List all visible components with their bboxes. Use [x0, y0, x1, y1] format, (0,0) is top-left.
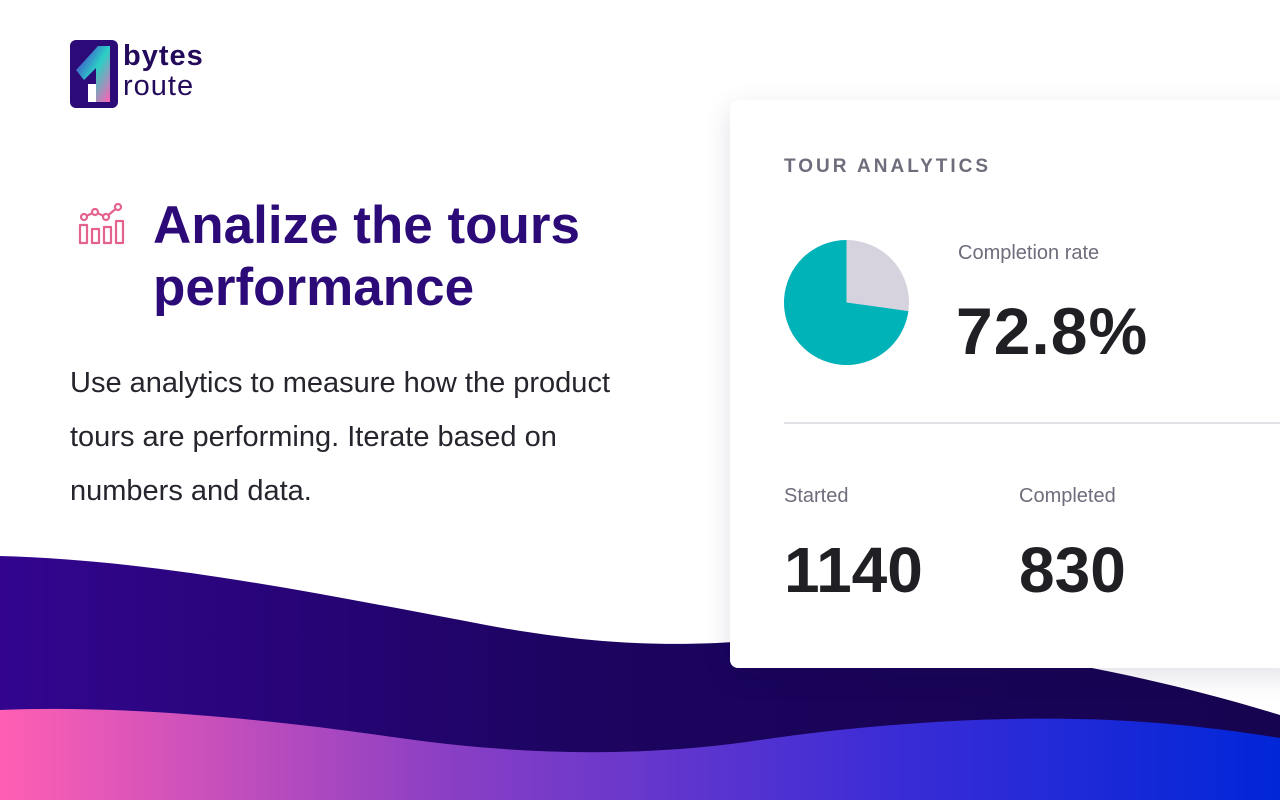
- started-label: Started: [784, 485, 849, 507]
- completion-rate-value: 72.8%: [956, 294, 1149, 368]
- bytesroute-logo-icon: [70, 40, 118, 108]
- completion-pie-chart: [784, 240, 909, 365]
- analytics-chart-icon: [78, 203, 125, 245]
- feature-description: Use analytics to measure how the product…: [70, 367, 610, 507]
- logo-text-bytes: bytes: [123, 40, 204, 72]
- logo-text-route: route: [123, 70, 195, 102]
- completion-rate-label: Completion rate: [958, 242, 1100, 264]
- started-value: 1140: [784, 534, 923, 606]
- pie-completed-slice: [784, 240, 909, 365]
- completed-label: Completed: [1019, 485, 1116, 507]
- brand-logo[interactable]: bytes route: [70, 40, 204, 108]
- card-title: TOUR ANALYTICS: [784, 156, 992, 177]
- completed-value: 830: [1019, 534, 1126, 606]
- card-divider: [784, 422, 1280, 424]
- gradient-wave: [0, 708, 1280, 800]
- tour-analytics-card: TOUR ANALYTICS Completion rate 72.8% Sta…: [730, 100, 1280, 668]
- feature-headline: Analize the tours performance: [153, 196, 581, 317]
